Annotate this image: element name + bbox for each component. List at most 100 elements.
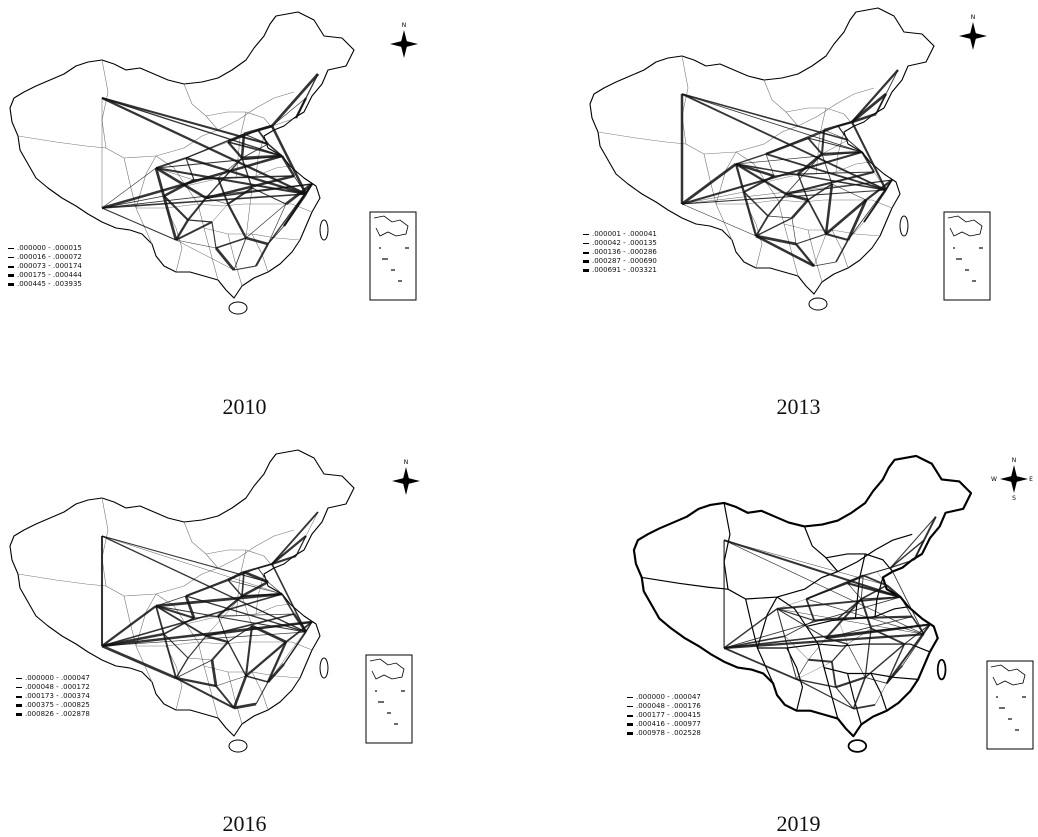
- legend-item: .000016 - .000072: [8, 253, 82, 262]
- legend-2016: .000000 - .000047.000048 - .000172.00017…: [16, 674, 90, 719]
- network-link: [681, 93, 849, 141]
- network-link: [808, 658, 832, 663]
- network-link: [837, 125, 849, 141]
- network-link: [217, 175, 295, 179]
- legend-swatch: [8, 265, 14, 268]
- network-link: [217, 613, 295, 617]
- network-link: [211, 203, 229, 223]
- network-link: [101, 167, 157, 209]
- legend-label: .000000 - .000047: [25, 674, 90, 682]
- taiwan-island: [899, 215, 909, 237]
- network-link: [875, 93, 887, 115]
- network-link: [723, 539, 925, 635]
- network-link: [835, 239, 849, 263]
- network-link: [724, 633, 925, 650]
- network-link: [233, 702, 257, 710]
- network-link: [101, 620, 313, 648]
- compass-label-e: E: [1029, 476, 1033, 483]
- north-arrow-icon: N: [392, 459, 420, 495]
- network-link: [184, 595, 196, 619]
- network-link: [217, 157, 243, 179]
- legend-swatch: [627, 705, 633, 708]
- legend-label: .000000 - .000015: [17, 244, 82, 252]
- legend-label: .000287 - .000690: [592, 257, 657, 265]
- network-link: [821, 150, 863, 156]
- compass-label-n: N: [1012, 457, 1017, 464]
- network-link: [890, 539, 925, 569]
- map-geometry: [632, 454, 973, 753]
- network-link: [835, 686, 854, 710]
- network-link: [825, 616, 913, 639]
- network-link: [765, 129, 825, 155]
- legend-item: .000000 - .000015: [8, 244, 82, 253]
- network-link: [175, 219, 189, 241]
- network-link: [734, 163, 758, 237]
- network-link: [241, 593, 283, 597]
- province-boundary: [17, 135, 107, 149]
- legend-item: .000001 - .000041: [583, 230, 657, 239]
- network-link: [285, 182, 313, 206]
- legend-item: .000042 - .000135: [583, 239, 657, 248]
- network-link: [211, 641, 229, 661]
- network-link: [267, 663, 285, 683]
- network-link: [280, 155, 296, 177]
- network-link: [227, 579, 243, 597]
- network-link: [865, 179, 893, 201]
- map-geometry: [9, 11, 355, 315]
- network-link: [281, 593, 295, 615]
- compass-label-n: N: [404, 459, 409, 466]
- network-link: [245, 203, 287, 239]
- network-link: [101, 97, 283, 157]
- network-link: [785, 192, 809, 202]
- network-link: [837, 615, 913, 620]
- network-link: [257, 563, 273, 569]
- network-link: [267, 203, 287, 245]
- network-link: [210, 659, 218, 687]
- network-link: [244, 625, 254, 677]
- network-link: [283, 631, 307, 665]
- network-link: [773, 173, 799, 177]
- network-link: [830, 661, 837, 688]
- network-link: [245, 187, 253, 239]
- network-link: [227, 141, 283, 157]
- north-arrow-icon: N E S W: [991, 457, 1033, 502]
- network-link: [755, 215, 769, 237]
- network-link: [101, 632, 165, 648]
- network-link: [821, 153, 833, 185]
- network-link: [163, 617, 195, 635]
- province-boundary: [597, 131, 687, 145]
- network-link: [791, 199, 809, 219]
- network-link: [193, 615, 219, 619]
- taiwan-island: [319, 657, 329, 679]
- network-link: [861, 596, 901, 600]
- legend-item: .000445 - .003935: [8, 280, 82, 289]
- legend-label: .000173 - .000374: [25, 692, 90, 700]
- legend-label: .000042 - .000135: [592, 239, 657, 247]
- network-link: [791, 217, 797, 245]
- network-link: [175, 676, 217, 688]
- network-link: [876, 571, 887, 586]
- legend-label: .000691 - .003321: [592, 266, 657, 274]
- network-link: [874, 683, 887, 705]
- legend-swatch: [627, 697, 633, 698]
- network-link: [175, 657, 189, 679]
- legend-item: .000375 - .000825: [16, 701, 90, 710]
- network-link: [185, 579, 229, 597]
- network-link: [776, 608, 798, 680]
- network-link: [847, 571, 878, 584]
- network-link: [101, 535, 269, 583]
- network-link: [205, 174, 295, 200]
- province-boundary: [183, 83, 219, 131]
- province-boundary: [786, 647, 804, 711]
- legend-swatch: [8, 274, 14, 277]
- network-link: [876, 567, 891, 572]
- year-label-2019: 2019: [776, 811, 821, 836]
- province-boundary: [183, 529, 295, 587]
- network-link: [784, 636, 809, 660]
- network-link: [847, 139, 863, 153]
- network-link: [155, 605, 195, 619]
- province-boundary: [763, 79, 799, 127]
- network-link: [285, 621, 313, 643]
- legend-item: .000173 - .000374: [16, 692, 90, 701]
- network-link: [187, 219, 213, 223]
